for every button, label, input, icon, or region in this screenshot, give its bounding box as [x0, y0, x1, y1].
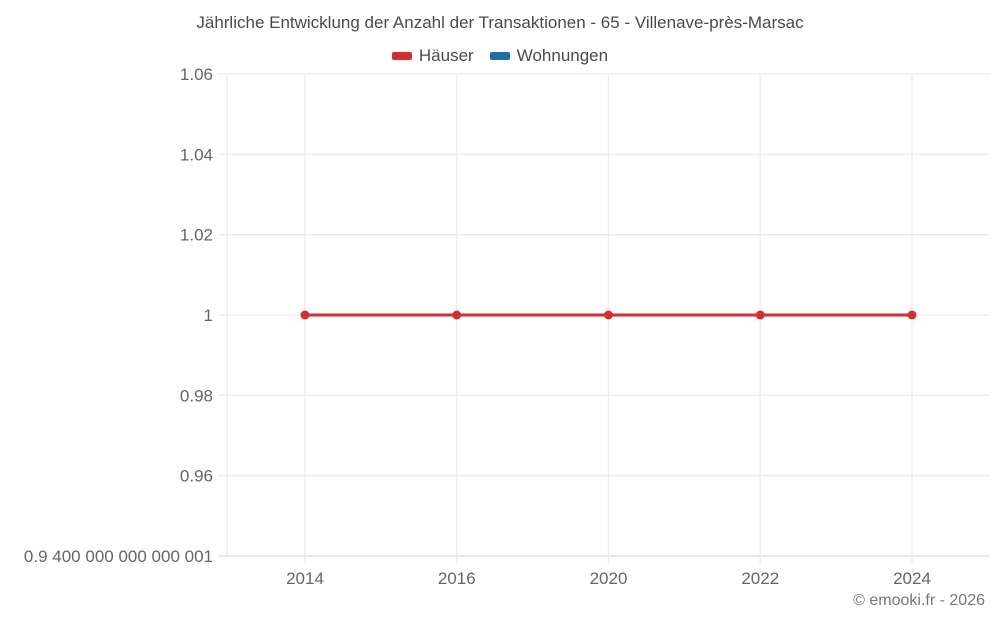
data-point[interactable] [452, 310, 462, 320]
x-axis-tick-label: 2016 [438, 569, 476, 588]
y-axis-tick-label: 0.9 400 000 000 000 001 [24, 547, 213, 566]
data-point[interactable] [604, 310, 613, 320]
legend-item-hauser[interactable]: Häuser [391, 46, 474, 66]
data-point[interactable] [755, 310, 765, 320]
wohnungen-series-swatch-icon [489, 52, 510, 60]
y-axis-tick-label: 1.06 [180, 65, 213, 84]
legend-label-hauser: Häuser [418, 46, 474, 65]
y-axis-tick-label: 1.04 [180, 145, 213, 164]
x-axis-tick-label: 2014 [286, 569, 324, 588]
y-axis-tick-label: 1.02 [180, 226, 213, 245]
x-axis-tick-label: 2022 [741, 569, 779, 588]
legend-item-wohnungen[interactable]: Wohnungen [489, 46, 609, 66]
legend: Häuser Wohnungen [0, 46, 1000, 66]
chart-title: Jährliche Entwicklung der Anzahl der Tra… [196, 13, 804, 32]
x-axis-tick-label: 2020 [590, 569, 628, 588]
x-axis-tick-label: 2024 [893, 569, 931, 588]
data-point[interactable] [907, 310, 917, 320]
hauser-series-swatch-icon [391, 52, 412, 60]
copyright-credit: © emooki.fr - 2026 [853, 592, 985, 609]
data-point[interactable] [300, 310, 310, 320]
y-axis-tick-label: 0.98 [180, 386, 213, 405]
y-axis-tick-label: 0.96 [180, 467, 213, 486]
y-axis-tick-label: 1 [204, 306, 213, 325]
legend-label-wohnungen: Wohnungen [516, 46, 609, 65]
